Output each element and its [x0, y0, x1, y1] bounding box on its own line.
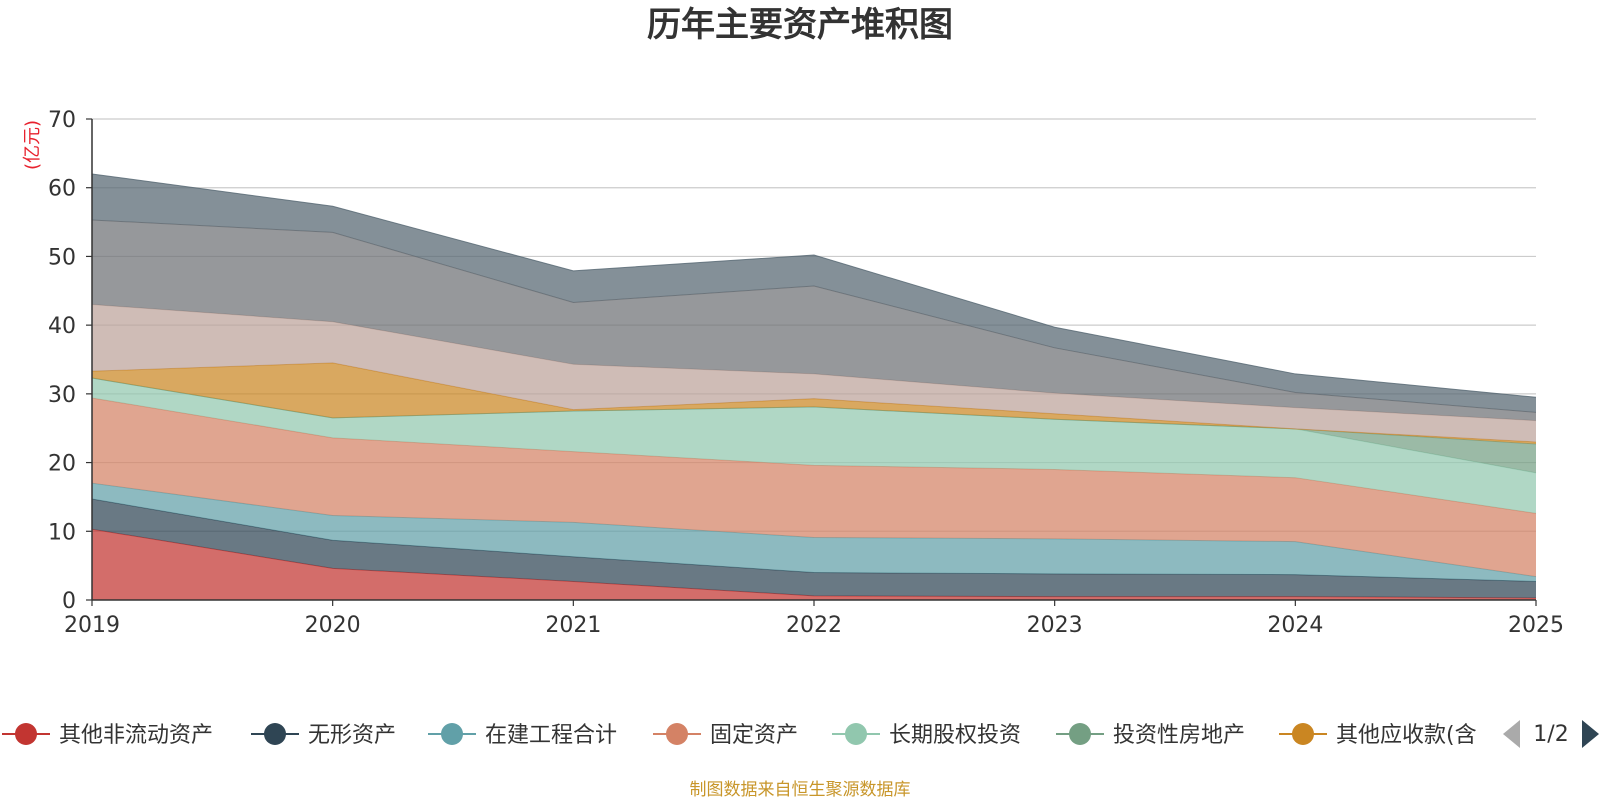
area-series-4[interactable] [92, 378, 1536, 514]
legend-label: 在建工程合计 [485, 723, 617, 748]
source-note: 制图数据来自恒生聚源数据库 [690, 780, 911, 800]
area-series-7[interactable] [92, 304, 1536, 442]
legend-label: 其他应收款(含 [1336, 723, 1477, 748]
legend-item-5[interactable]: 投资性房地产 [1056, 723, 1245, 748]
legend-pager: 1/2 [1503, 720, 1599, 748]
legend-label: 投资性房地产 [1113, 723, 1245, 748]
y-tick-label: 0 [62, 589, 76, 614]
legend-label: 其他非流动资产 [59, 723, 213, 748]
area-line-series-8 [91, 219, 1537, 413]
legend-marker [441, 723, 463, 745]
legend-marker [264, 723, 286, 745]
area-series-2[interactable] [92, 483, 1536, 582]
legend-marker [15, 723, 37, 745]
area-series-9[interactable] [92, 173, 1536, 413]
legend-marker [1069, 723, 1091, 745]
x-tick-label: 2025 [1508, 613, 1564, 638]
chart-title: 历年主要资产堆积图 [647, 5, 953, 45]
legend-item-3[interactable]: 固定资产 [653, 723, 798, 748]
x-tick-label: 2020 [305, 613, 361, 638]
legend-marker [845, 723, 867, 745]
y-tick-layer: 0 10 20 30 40 50 60 70 [48, 108, 92, 614]
legend-item-2[interactable]: 在建工程合计 [428, 723, 617, 748]
legend: 其他非流动资产 无形资产 在建工程合计 固定资产 长期股权投资 投资性房地产 其他应收款(含 [2, 723, 1477, 748]
legend-item-1[interactable]: 无形资产 [251, 723, 396, 748]
y-tick-label: 40 [48, 314, 76, 339]
legend-label: 无形资产 [308, 723, 396, 748]
x-tick-label: 2022 [786, 613, 842, 638]
area-series-3[interactable] [92, 397, 1536, 577]
legend-prev-icon[interactable] [1503, 720, 1520, 748]
legend-item-0[interactable]: 其他非流动资产 [2, 723, 213, 748]
y-axis-unit-label: (亿元) [22, 120, 43, 170]
y-tick-label: 60 [48, 177, 76, 202]
x-tick-label: 2019 [64, 613, 120, 638]
area-layer [91, 173, 1537, 600]
y-tick-label: 70 [48, 108, 76, 133]
x-tick-label: 2021 [545, 613, 601, 638]
legend-item-4[interactable]: 长期股权投资 [832, 723, 1021, 748]
legend-marker [666, 723, 688, 745]
legend-label: 长期股权投资 [889, 723, 1021, 748]
legend-marker [1292, 723, 1314, 745]
y-tick-label: 30 [48, 383, 76, 408]
y-tick-label: 20 [48, 452, 76, 477]
legend-item-6[interactable]: 其他应收款(含 [1279, 723, 1477, 748]
y-tick-label: 50 [48, 245, 76, 270]
area-line-series-9 [91, 173, 1537, 398]
legend-label: 固定资产 [710, 723, 798, 748]
y-tick-label: 10 [48, 520, 76, 545]
legend-page-indicator: 1/2 [1533, 722, 1568, 747]
legend-next-icon[interactable] [1582, 720, 1599, 748]
area-series-1[interactable] [92, 498, 1536, 598]
area-series-0[interactable] [92, 529, 1536, 600]
area-series-6[interactable] [92, 362, 1536, 445]
x-tick-layer: 2019 2020 2021 2022 2023 2024 2025 [64, 600, 1564, 638]
x-tick-label: 2024 [1267, 613, 1323, 638]
x-tick-label: 2023 [1027, 613, 1083, 638]
